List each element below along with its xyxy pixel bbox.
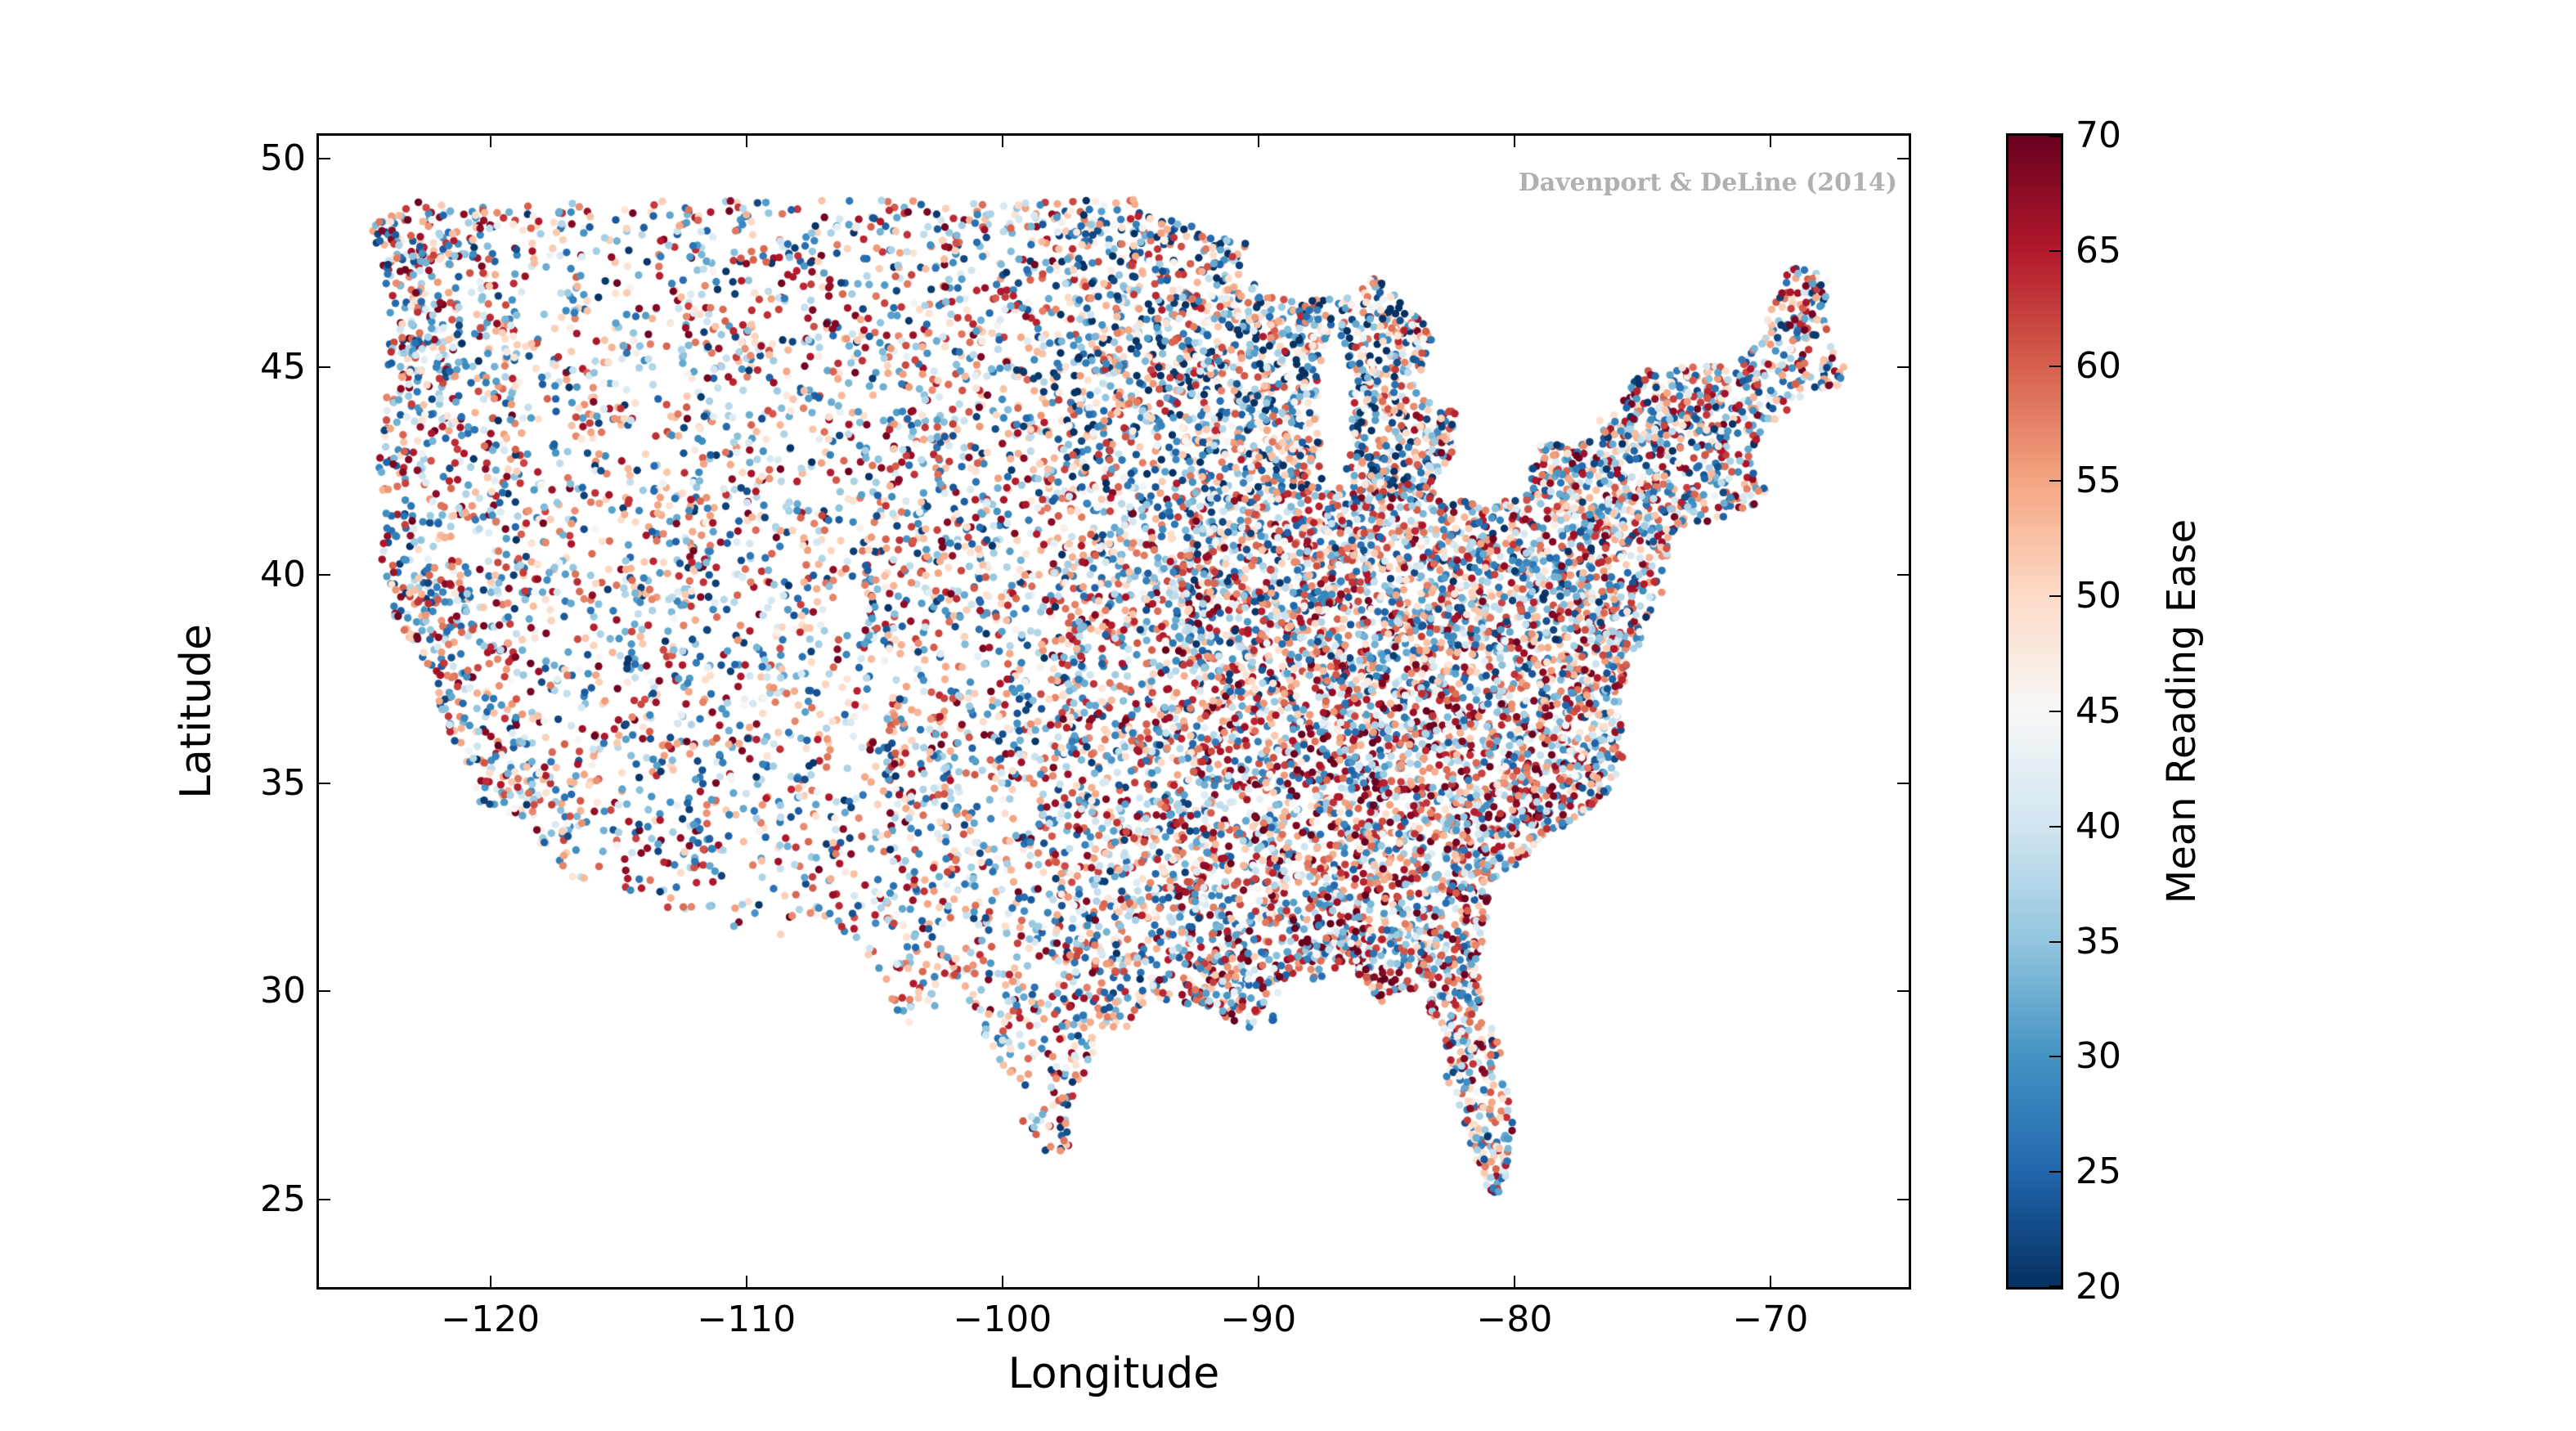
- colorbar: [2006, 133, 2063, 1290]
- x-axis-label: Longitude: [1008, 1349, 1220, 1398]
- x-tick-mark: [1769, 136, 1771, 147]
- x-tick-mark: [489, 136, 491, 147]
- colorbar-tick-label: 25: [2076, 1151, 2121, 1193]
- x-tick-mark: [745, 136, 747, 147]
- x-tick-label: −70: [1732, 1299, 1809, 1340]
- y-tick-label: 40: [260, 554, 306, 596]
- colorbar-tick-mark: [2049, 825, 2061, 828]
- colorbar-tick-label: 55: [2076, 460, 2121, 502]
- y-tick-mark: [1897, 1199, 1909, 1201]
- colorbar-tick-label: 70: [2076, 114, 2121, 156]
- annotation-credit: Davenport & DeLine (2014): [1518, 168, 1897, 197]
- x-tick-label: −100: [953, 1299, 1052, 1340]
- y-tick-mark: [319, 990, 330, 993]
- y-tick-mark: [1897, 782, 1909, 784]
- colorbar-tick-mark: [2049, 1285, 2061, 1287]
- y-tick-mark: [1897, 158, 1909, 159]
- x-tick-label: −80: [1476, 1299, 1553, 1340]
- x-tick-mark: [1001, 136, 1003, 147]
- scatter-canvas: [319, 136, 1909, 1287]
- colorbar-tick-mark: [2049, 1171, 2061, 1173]
- colorbar-tick-label: 40: [2076, 805, 2121, 847]
- x-tick-label: −120: [441, 1299, 541, 1340]
- colorbar-tick-label: 45: [2076, 690, 2121, 732]
- colorbar-tick-label: 50: [2076, 575, 2121, 617]
- x-tick-mark: [489, 1276, 491, 1287]
- x-tick-mark: [1769, 1276, 1771, 1287]
- colorbar-tick-mark: [2049, 595, 2061, 598]
- y-tick-mark: [319, 1199, 330, 1201]
- plot-area: Davenport & DeLine (2014): [316, 133, 1911, 1290]
- y-tick-mark: [319, 366, 330, 368]
- colorbar-tick-label: 60: [2076, 344, 2121, 387]
- colorbar-gradient: [2008, 136, 2061, 1287]
- colorbar-tick-mark: [2049, 249, 2061, 252]
- colorbar-tick-label: 65: [2076, 229, 2121, 271]
- colorbar-tick-mark: [2049, 1056, 2061, 1058]
- x-tick-mark: [1513, 136, 1515, 147]
- y-tick-label: 45: [260, 345, 306, 388]
- y-tick-label: 35: [260, 761, 306, 804]
- colorbar-tick-label: 30: [2076, 1035, 2121, 1078]
- y-tick-label: 50: [260, 137, 306, 179]
- x-tick-mark: [1513, 1276, 1515, 1287]
- colorbar-tick-mark: [2049, 711, 2061, 712]
- y-tick-mark: [319, 782, 330, 784]
- y-tick-mark: [319, 158, 330, 159]
- x-tick-mark: [1257, 1276, 1259, 1287]
- x-tick-label: −110: [697, 1299, 797, 1340]
- colorbar-tick-mark: [2049, 480, 2061, 482]
- y-tick-mark: [319, 574, 330, 576]
- x-tick-mark: [1001, 1276, 1003, 1287]
- colorbar-tick-mark: [2049, 136, 2061, 137]
- colorbar-tick-mark: [2049, 940, 2061, 943]
- x-tick-mark: [745, 1276, 747, 1287]
- colorbar-tick-mark: [2049, 365, 2061, 367]
- y-tick-mark: [1897, 574, 1909, 576]
- x-tick-mark: [1257, 136, 1259, 147]
- y-tick-label: 25: [260, 1178, 306, 1221]
- y-tick-mark: [1897, 366, 1909, 368]
- y-tick-label: 30: [260, 970, 306, 1012]
- colorbar-tick-label: 20: [2076, 1266, 2121, 1308]
- colorbar-tick-label: 35: [2076, 920, 2121, 962]
- x-tick-label: −90: [1220, 1299, 1297, 1340]
- y-tick-mark: [1897, 990, 1909, 993]
